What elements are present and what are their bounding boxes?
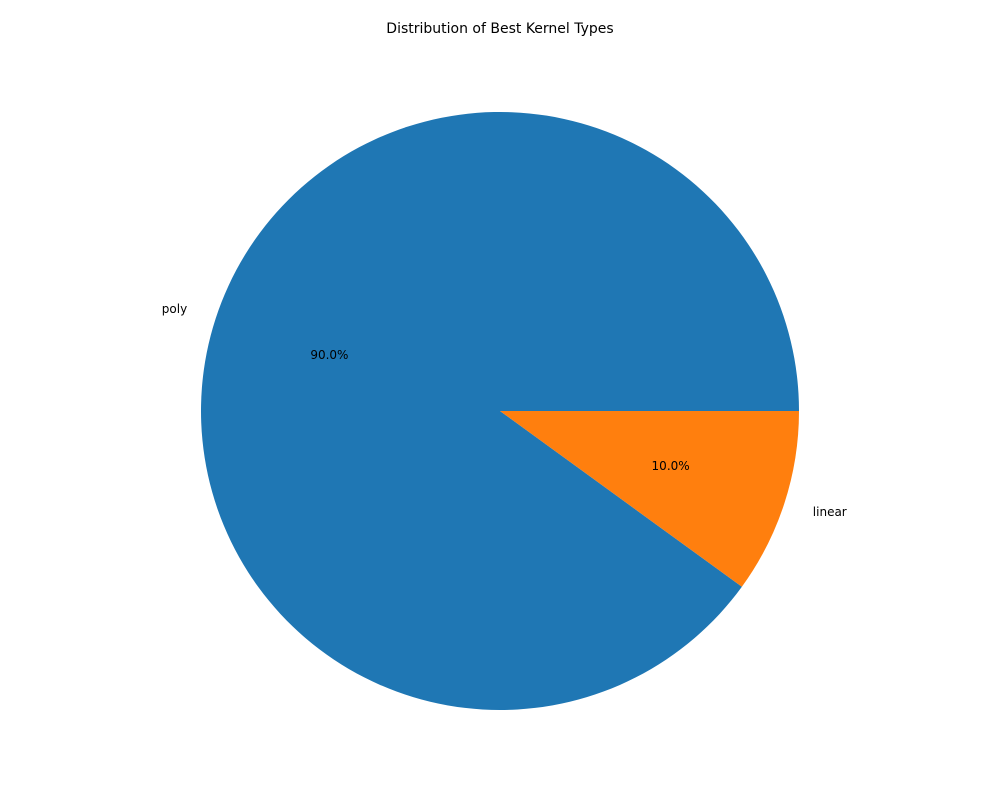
slice-label-linear: linear [813,505,847,519]
slice-label-poly: poly [162,302,187,316]
chart-title: Distribution of Best Kernel Types [386,21,613,37]
pie-slices [201,111,800,710]
pie-slice-linear [500,411,799,587]
pie-slice-poly [201,111,800,710]
slice-percent-linear: 10.0% [652,459,690,473]
pie-labels: poly 90.0% linear 10.0% [162,302,847,519]
slice-percent-poly: 90.0% [310,348,348,362]
